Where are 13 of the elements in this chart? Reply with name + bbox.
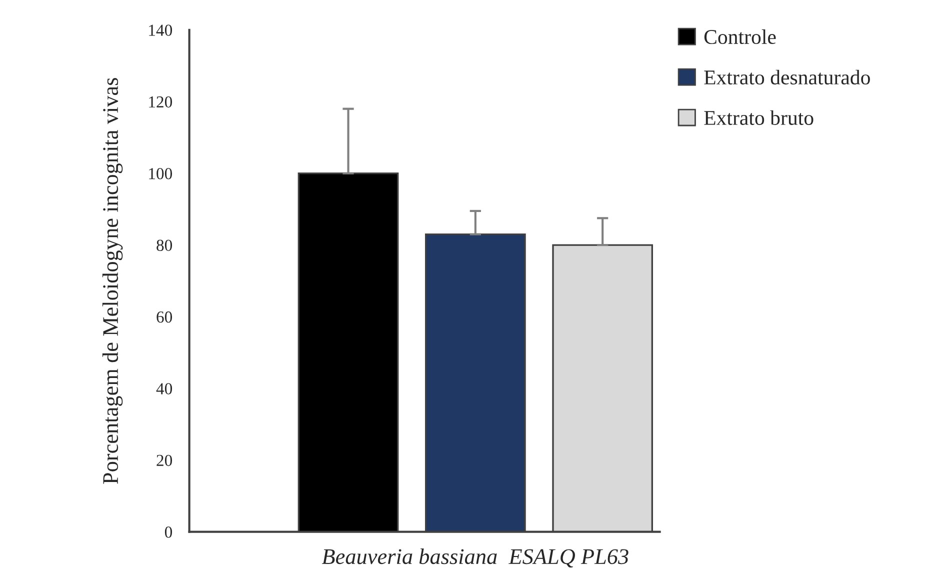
y-tick-label: 140 bbox=[149, 24, 172, 36]
y-tick-label: 60 bbox=[156, 311, 172, 323]
y-tick-label: 40 bbox=[156, 383, 172, 394]
y-tick-label: 100 bbox=[149, 168, 172, 180]
legend-label: Controle bbox=[704, 29, 776, 44]
x-tick-label: Beauveria bassiana ESALQ PL63 bbox=[322, 548, 628, 568]
y-tick-label: 20 bbox=[156, 454, 172, 466]
y-axis-title: Porcentagem de Meloidogyne incognita vivas bbox=[102, 78, 123, 484]
y-tick-label: 80 bbox=[156, 240, 172, 251]
y-tick-label: 120 bbox=[149, 96, 172, 108]
legend-label: Extrato bruto bbox=[704, 110, 814, 125]
legend-label: Extrato desnaturado bbox=[704, 70, 870, 85]
y-tick-label: 0 bbox=[164, 526, 172, 538]
